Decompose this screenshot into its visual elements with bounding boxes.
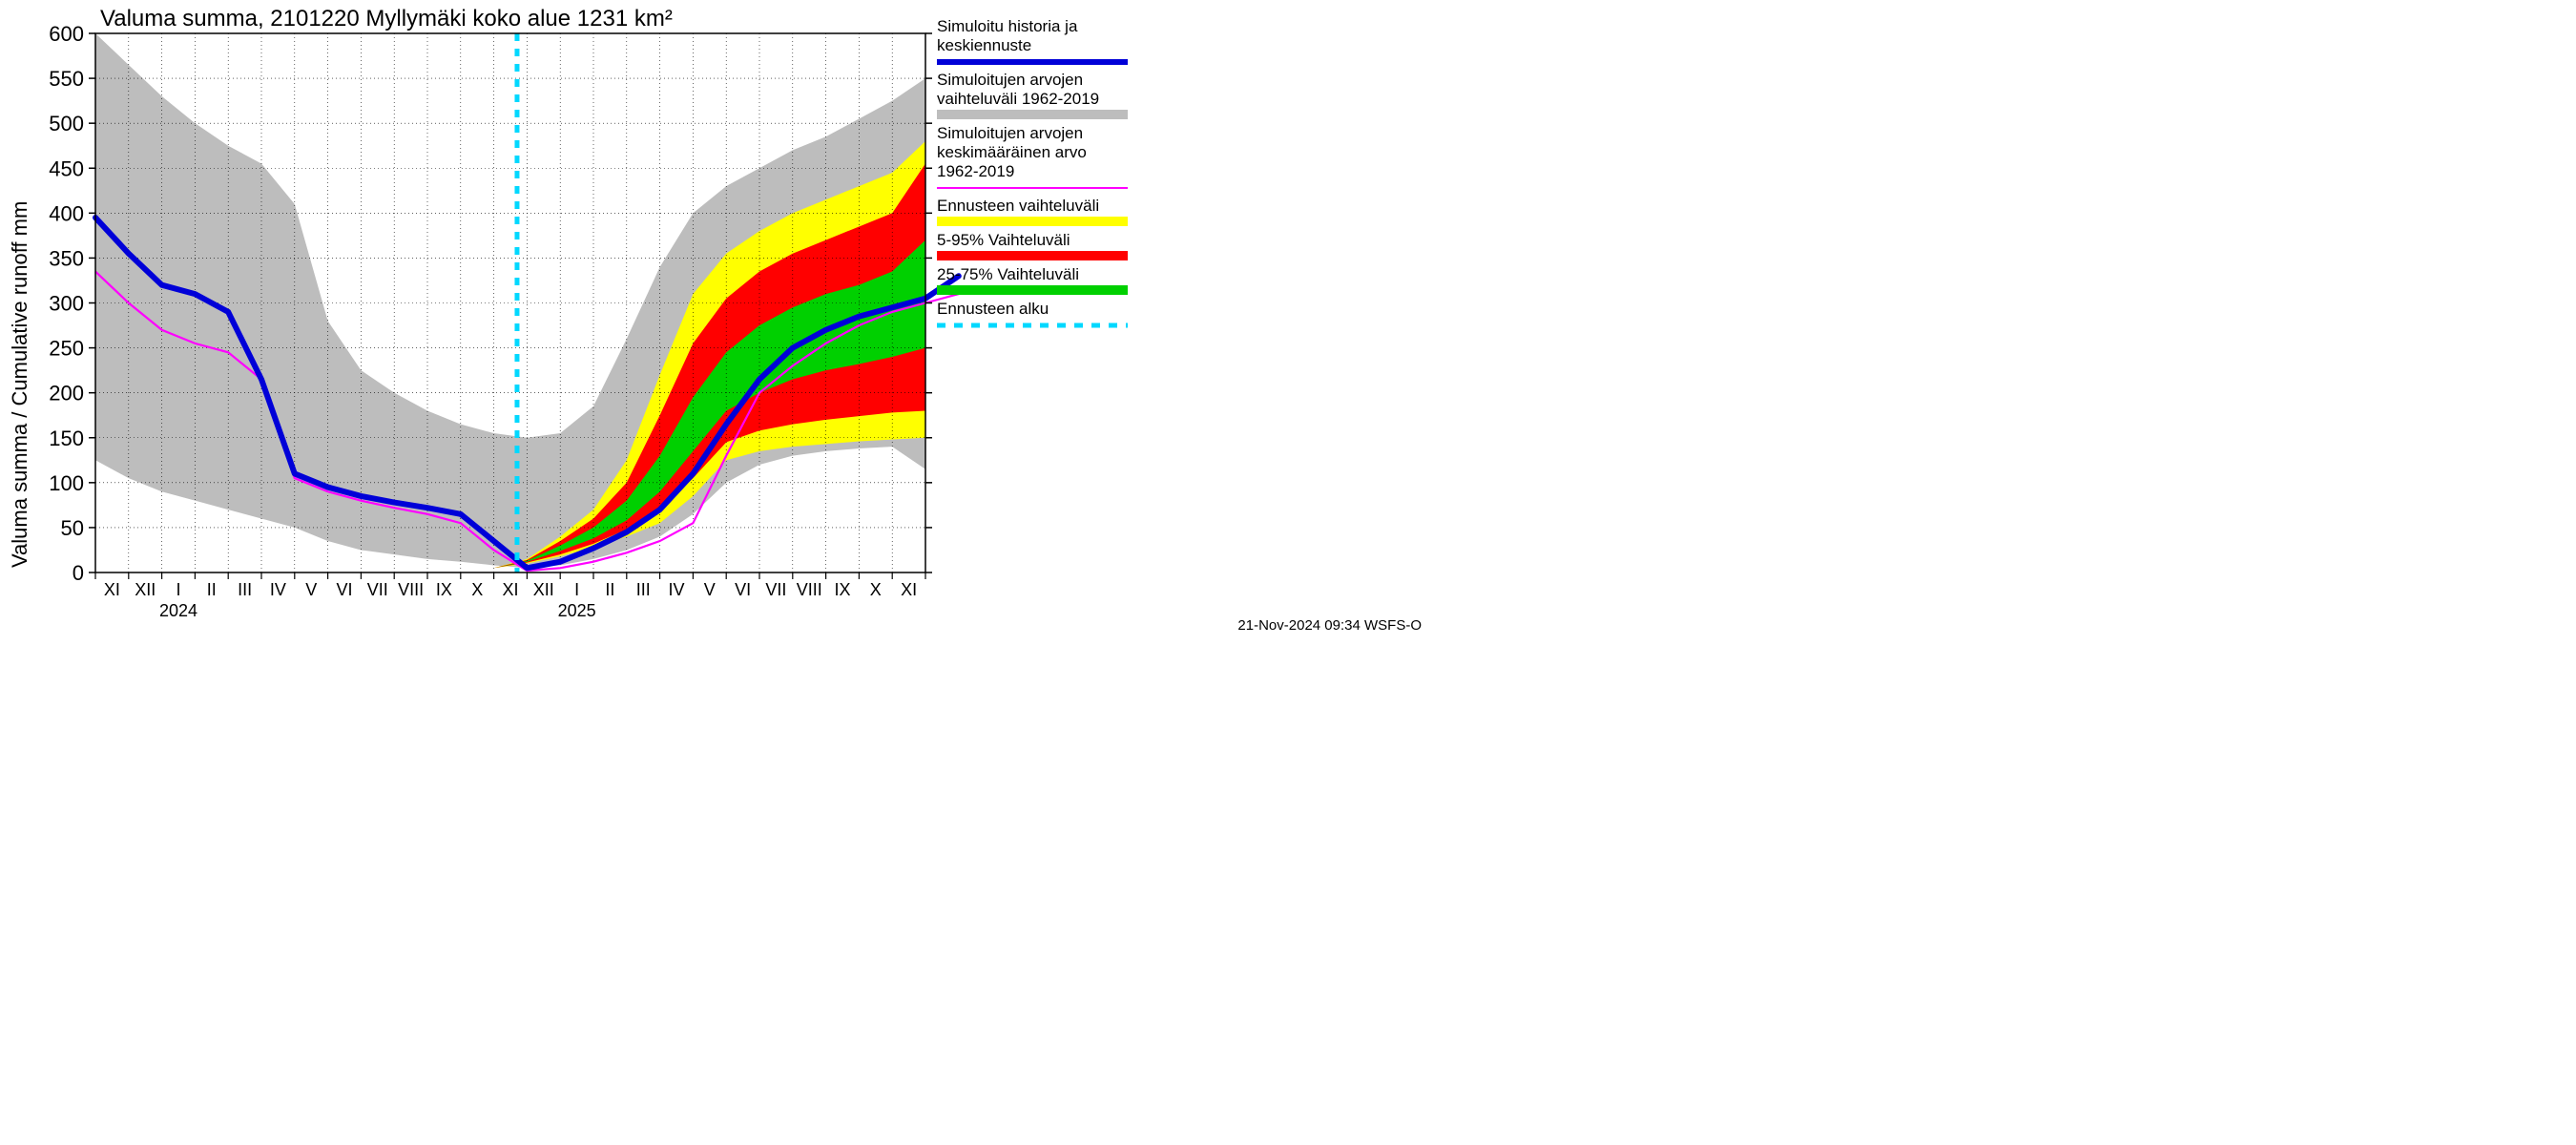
legend-label: Simuloitujen arvojen	[937, 71, 1083, 89]
x-tick-label: V	[704, 580, 716, 599]
x-tick-label: XII	[533, 580, 554, 599]
legend-label: Ennusteen alku	[937, 300, 1049, 318]
legend-swatch	[937, 285, 1128, 295]
x-tick-label: VI	[735, 580, 751, 599]
y-tick-label: 550	[49, 67, 84, 91]
y-axis-label: Valuma summa / Cumulative runoff mm	[8, 201, 31, 568]
timestamp-label: 21-Nov-2024 09:34 WSFS-O	[1237, 617, 1422, 634]
x-tick-label: IX	[436, 580, 452, 599]
y-tick-label: 150	[49, 427, 84, 450]
legend-label: Simuloitu historia ja	[937, 17, 1078, 35]
x-tick-label: IV	[668, 580, 684, 599]
x-tick-label: VIII	[398, 580, 424, 599]
y-tick-label: 350	[49, 246, 84, 270]
legend-swatch	[937, 110, 1128, 119]
x-tick-label: V	[305, 580, 317, 599]
x-tick-label: I	[176, 580, 180, 599]
x-tick-label: X	[870, 580, 882, 599]
y-tick-label: 400	[49, 201, 84, 225]
x-tick-label: XI	[901, 580, 917, 599]
legend-label: Ennusteen vaihteluväli	[937, 197, 1099, 215]
x-tick-label: I	[574, 580, 579, 599]
x-tick-label: III	[238, 580, 252, 599]
x-tick-label: II	[605, 580, 614, 599]
x-tick-label: XII	[135, 580, 156, 599]
runoff-chart: 050100150200250300350400450500550600XIXI…	[0, 0, 1431, 636]
legend-label: 5-95% Vaihteluväli	[937, 231, 1070, 249]
y-tick-label: 0	[73, 561, 84, 585]
y-tick-label: 100	[49, 471, 84, 495]
legend-swatch	[937, 251, 1128, 260]
chart-title: Valuma summa, 2101220 Myllymäki koko alu…	[100, 6, 673, 31]
legend-label: keskiennuste	[937, 36, 1031, 54]
x-tick-label: VII	[765, 580, 786, 599]
x-tick-label: II	[207, 580, 217, 599]
x-tick-label: X	[471, 580, 483, 599]
y-tick-label: 300	[49, 292, 84, 316]
y-tick-label: 450	[49, 156, 84, 180]
y-tick-label: 200	[49, 382, 84, 406]
legend-label: 1962-2019	[937, 162, 1014, 180]
x-tick-label: VIII	[797, 580, 822, 599]
legend-label: Simuloitujen arvojen	[937, 124, 1083, 142]
x-year-label: 2024	[159, 601, 197, 620]
x-tick-label: IV	[270, 580, 286, 599]
y-tick-label: 500	[49, 112, 84, 135]
legend-label: vaihteluväli 1962-2019	[937, 90, 1099, 108]
y-tick-label: 50	[61, 516, 84, 540]
y-tick-label: 250	[49, 337, 84, 361]
legend-label: keskimääräinen arvo	[937, 143, 1087, 161]
legend-label: 25-75% Vaihteluväli	[937, 265, 1079, 283]
x-tick-label: XI	[104, 580, 120, 599]
y-tick-label: 600	[49, 22, 84, 46]
x-tick-label: VI	[336, 580, 352, 599]
x-year-label: 2025	[558, 601, 596, 620]
x-tick-label: III	[636, 580, 651, 599]
chart-container: 050100150200250300350400450500550600XIXI…	[0, 0, 1431, 636]
x-tick-label: XI	[502, 580, 518, 599]
x-tick-label: IX	[834, 580, 850, 599]
legend-swatch	[937, 217, 1128, 226]
x-tick-label: VII	[367, 580, 388, 599]
